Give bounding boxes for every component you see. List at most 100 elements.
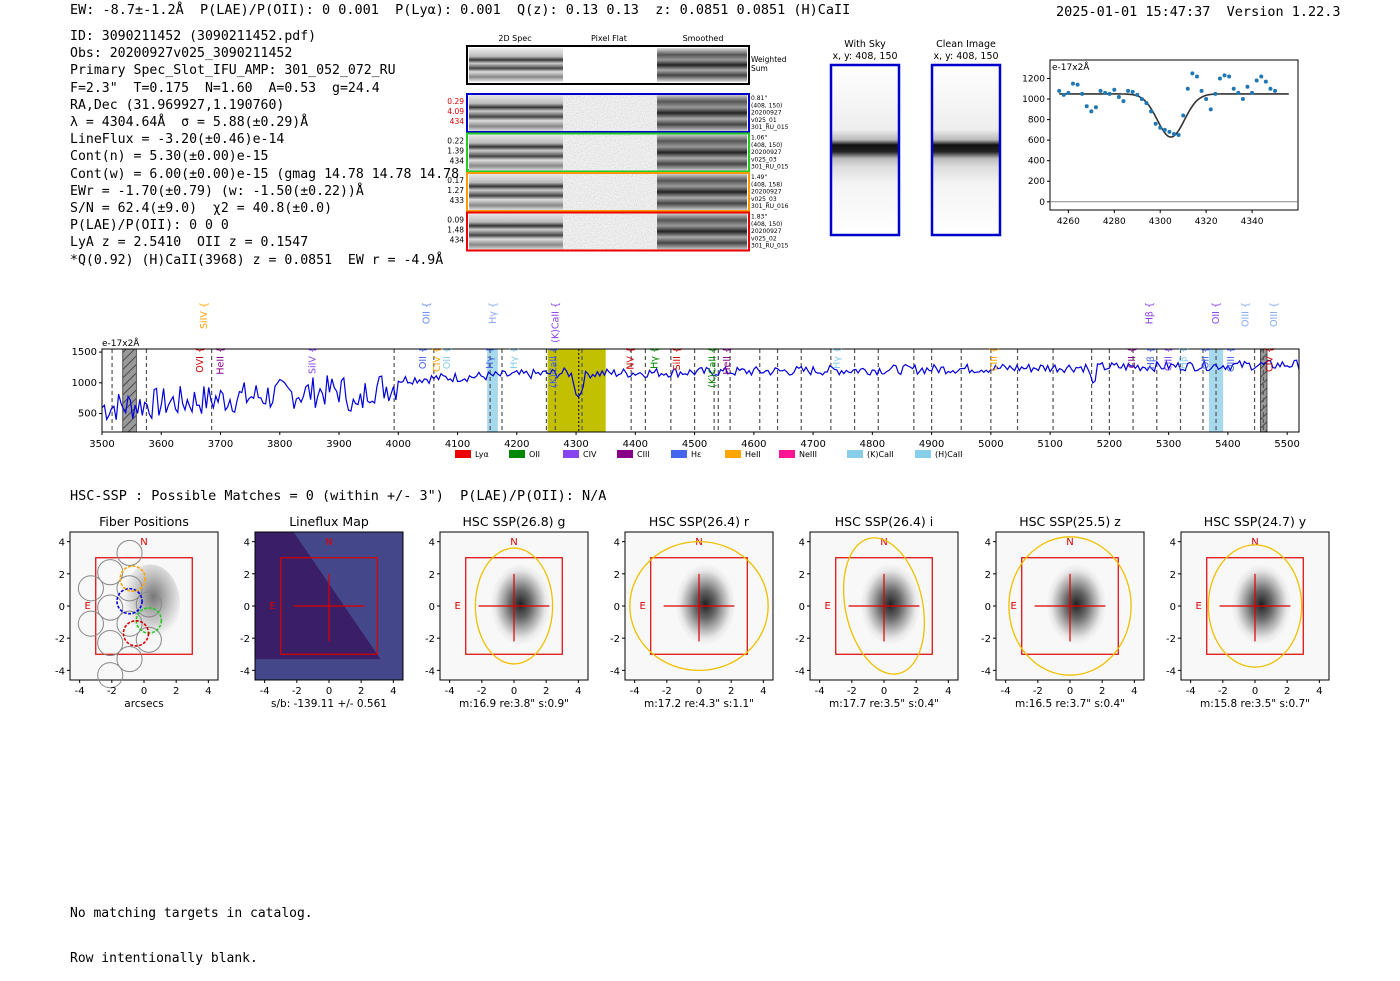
zoom-data-point <box>1268 86 1273 91</box>
clean-image <box>930 63 1002 237</box>
legend-swatch <box>915 450 931 458</box>
spec-line-label: CII { <box>1127 347 1138 368</box>
info-line-12: LyA z = 2.5410 OII z = 0.1547 <box>70 235 309 251</box>
hsc-ytick-label: -2 <box>425 634 435 645</box>
hsc-ytick-label: -4 <box>981 666 991 677</box>
aperture-box <box>1206 557 1304 655</box>
hsc-xtick-label: -4 <box>75 686 85 697</box>
info-line-10: S/N = 62.4(±9.0) χ2 = 40.8(±0.0) <box>70 201 333 217</box>
hsc-ytick-label: 0 <box>59 602 65 613</box>
hsc-panel-xlabel: m:16.5 re:3.7" s:0.4" <box>1015 698 1125 710</box>
hsc-ytick-label: 0 <box>614 602 620 613</box>
zoom-data-point <box>1222 73 1227 78</box>
zoom-xtick-label: 4280 <box>1103 217 1126 227</box>
zoom-ytick-label: 1200 <box>1022 74 1045 84</box>
spec-line-label: SiIV { <box>199 302 210 329</box>
zoom-data-point <box>1208 107 1213 112</box>
east-label: E <box>640 601 646 612</box>
hsc-ytick-label: 0 <box>429 602 435 613</box>
hsc-ytick-label: 0 <box>799 602 805 613</box>
hsc-panel-title: HSC SSP(26.8) g <box>463 514 566 529</box>
north-label: N <box>880 537 887 548</box>
spec-xtick-label: 4600 <box>741 439 766 450</box>
spec-line-label: Hγ { <box>488 302 499 324</box>
zoom-data-point <box>1199 88 1204 93</box>
zoom-xtick-label: 4260 <box>1057 217 1080 227</box>
spec-line-label: HeII { <box>216 347 227 375</box>
spec-xtick-label: 3800 <box>267 439 292 450</box>
zoom-data-point <box>1172 131 1176 136</box>
info-line-8: Cont(w) = 6.00(±0.00)e-15 (gmag 14.78 14… <box>70 166 483 182</box>
spec-ytick-label: 500 <box>78 409 97 420</box>
fiber-2d-strip <box>469 94 563 132</box>
hsc-ytick-label: 0 <box>985 602 991 613</box>
fiber-circle <box>116 610 143 637</box>
fiber-flat-strip <box>563 173 657 211</box>
spec-xtick-label: 4800 <box>860 439 885 450</box>
fiber-row-stat: 433 <box>450 196 465 205</box>
east-label: E <box>270 601 276 612</box>
source-ellipse <box>1207 544 1303 668</box>
legend-label: HeII <box>745 450 761 459</box>
hsc-ytick-label: 4 <box>244 538 250 549</box>
spec-line-label: (K)CaII { <box>550 302 561 343</box>
spec-line-label: OVI { <box>195 347 206 373</box>
weighted-2d-strip <box>469 48 563 82</box>
zoom-data-point <box>1217 76 1222 81</box>
legend-label: CIII <box>637 450 650 459</box>
fiber-row-stat: 1.39 <box>447 147 464 156</box>
hsc-ytick-label: -4 <box>795 666 805 677</box>
hsc-xtick-label: 0 <box>696 686 702 697</box>
selected-fiber <box>119 565 147 593</box>
hsc-xtick-label: 0 <box>326 686 332 697</box>
fiber-row-stat: 434 <box>450 236 465 245</box>
hsc-ytick-label: 4 <box>429 538 435 549</box>
hsc-panel-xlabel: m:17.7 re:3.5" s:0.4" <box>829 698 939 710</box>
hsc-ytick-label: 2 <box>985 570 991 581</box>
hsc-xtick-label: 0 <box>1252 686 1258 697</box>
spec-highlight-band <box>1208 349 1224 432</box>
hsc-xtick-label: -4 <box>1001 686 1011 697</box>
hsc-xtick-label: -4 <box>630 686 640 697</box>
zoom-data-point <box>1167 129 1172 134</box>
hsc-ytick-label: -4 <box>1166 666 1176 677</box>
hsc-xtick-label: -2 <box>292 686 302 697</box>
hsc-ytick-label: -2 <box>55 634 65 645</box>
weighted-label-1: Weighted <box>751 55 787 64</box>
hsc-title: HSC-SSP : Possible Matches = 0 (within +… <box>70 488 607 504</box>
fiber-circle <box>116 646 143 673</box>
hsc-xtick-label: 4 <box>205 686 211 697</box>
hsc-xtick-label: 0 <box>141 686 147 697</box>
fiber-circle <box>97 594 124 621</box>
spec-line-label: CIV { <box>1264 347 1275 372</box>
hsc-xtick-label: 4 <box>945 686 951 697</box>
info-line-0: ID: 3090211452 (3090211452.pdf) <box>70 29 317 44</box>
hsc-panel-xlabel: m:16.9 re:3.8" s:0.9" <box>459 698 569 710</box>
zoom-data-point <box>1194 74 1199 79</box>
footer-line-1: No matching targets in catalog. <box>70 906 313 921</box>
spec-axes-frame <box>101 348 1300 433</box>
zoom-data-point <box>1176 133 1181 137</box>
hsc-ytick-label: -2 <box>981 634 991 645</box>
zoom-data-point <box>1190 71 1195 76</box>
info-line-2: Primary Spec_Slot_IFU_AMP: 301_052_072_R… <box>70 63 396 79</box>
hsc-ytick-label: 4 <box>799 538 805 549</box>
fiber-row-frame <box>466 132 750 173</box>
zoom-data-point <box>1240 97 1245 102</box>
galaxy-image <box>1046 564 1107 645</box>
fiber-row-stat: 434 <box>450 157 465 166</box>
spec-xtick-label: 4900 <box>919 439 944 450</box>
zoom-ytick-label: 400 <box>1028 157 1045 167</box>
hsc-xtick-label: 2 <box>543 686 549 697</box>
fiber-row-meta: 20200927 <box>751 110 782 117</box>
spec-line-label: OII { <box>442 347 453 369</box>
weighted-label-2: Sum <box>751 64 768 73</box>
north-label: N <box>695 537 702 548</box>
legend-swatch <box>779 450 795 458</box>
aperture-box <box>835 557 933 655</box>
fiber-row-stat: 0.09 <box>447 216 464 225</box>
zoom-data-point <box>1162 127 1167 132</box>
hsc-panel-title: Fiber Positions <box>99 514 189 529</box>
north-label: N <box>1066 537 1073 548</box>
hsc-xtick-label: -4 <box>260 686 270 697</box>
